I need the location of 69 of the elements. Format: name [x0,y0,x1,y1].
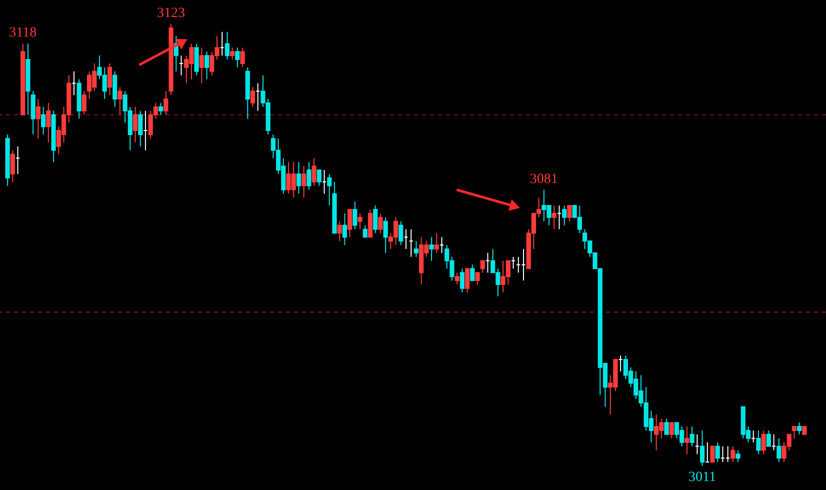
candlestick [199,47,204,84]
candlestick [164,90,168,116]
annotation: 3118 [9,26,37,41]
candlestick [383,216,388,254]
candlestick [398,220,404,246]
candlestick [434,232,439,254]
candlestick [710,446,715,463]
candlestick [10,150,15,182]
candlestick [112,70,118,108]
candlestick [368,208,373,238]
candlestick [296,162,302,194]
candlestick [302,166,306,198]
candlestick [470,264,475,282]
candlestick [690,426,694,447]
candlestick [316,170,322,186]
candlestick [132,106,138,143]
candlestick [378,212,383,234]
candlestick [348,208,352,238]
candlestick [82,90,86,116]
candlestick [250,86,256,108]
candlestick [224,31,230,60]
candlestick [460,268,464,293]
candlestick [756,430,761,455]
candlestick [41,106,46,135]
candlestick [730,446,736,463]
candlestick [465,268,470,293]
candlestick [138,110,143,147]
candlestick [700,430,705,466]
candlestick [358,212,362,230]
annotation: 3011 [688,470,716,485]
candlestick [797,422,802,435]
candlestick [373,205,378,234]
candlestick [118,86,122,116]
candlestick [454,272,460,285]
candlestick [792,426,797,439]
candlestick [567,205,572,222]
candlestick [230,47,235,60]
candlestick [194,43,199,76]
candlestick [776,438,782,463]
candlestick [362,224,368,238]
candlestick [552,205,556,230]
candlestick [664,418,669,435]
candlestick [46,102,51,143]
candlestick [684,426,690,455]
candlestick [715,442,720,463]
candlestick [107,62,112,96]
candlestick [337,220,342,242]
candlestick [30,90,36,135]
candlestick [429,236,434,262]
candlestick [342,212,347,246]
candlestick [327,173,332,206]
candlestick [480,260,485,274]
candlestick [669,422,674,439]
annotation: 3081 [530,172,558,187]
candlestick [736,450,740,463]
candlestick [158,102,164,116]
candlestick [475,272,480,285]
candlestick [562,205,567,226]
candlestick [761,430,766,455]
candlestick [36,98,41,139]
candlestick [306,162,312,190]
candlestick [204,51,210,80]
candlestick [766,430,771,447]
annotation: 3123 [157,6,186,21]
candlestick [312,158,316,186]
candlestick [240,47,245,68]
candlestick [235,47,240,68]
candlestick [352,201,358,230]
candlestick [414,240,419,258]
